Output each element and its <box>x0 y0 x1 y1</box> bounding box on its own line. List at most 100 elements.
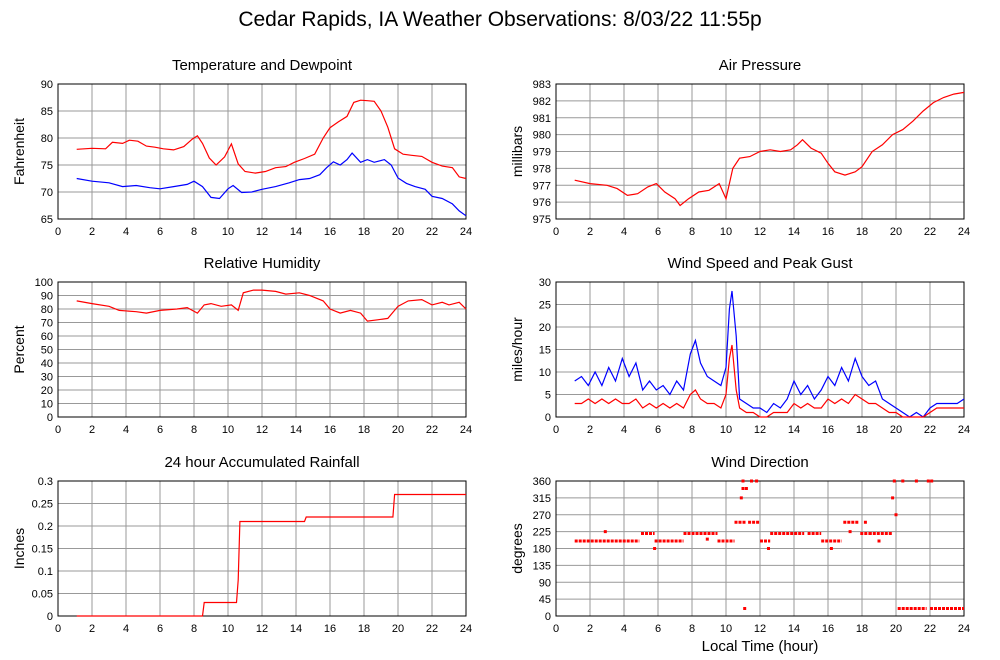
y-tick-label: 50 <box>41 345 53 357</box>
x-tick-label: 4 <box>621 226 627 238</box>
x-tick-label: 20 <box>890 623 902 635</box>
plot-frame <box>555 480 965 617</box>
x-tick-label: 16 <box>822 424 834 436</box>
chart-title: 24 hour Accumulated Rainfall <box>164 454 359 471</box>
x-tick-label: 10 <box>222 623 234 635</box>
y-tick-label: 85 <box>41 106 53 118</box>
direction-point <box>705 537 709 541</box>
direction-point <box>926 479 930 483</box>
x-tick-label: 10 <box>222 424 234 436</box>
series-line-0 <box>574 91 965 207</box>
x-tick-label: 16 <box>822 226 834 238</box>
y-tick-label: 70 <box>41 187 53 199</box>
y-tick-label: 30 <box>539 277 551 289</box>
y-tick-label: 983 <box>533 79 551 91</box>
y-tick-label: 979 <box>533 147 551 159</box>
x-tick-label: 22 <box>426 226 438 238</box>
direction-point <box>750 479 753 483</box>
y-axis-label: degrees <box>509 523 525 574</box>
x-tick-label: 4 <box>123 226 129 238</box>
x-tick-label: 16 <box>324 226 336 238</box>
x-tick-label: 2 <box>89 623 95 635</box>
x-tick-label: 24 <box>460 226 472 238</box>
y-tick-label: 90 <box>539 577 551 589</box>
y-axis-label: Fahrenheit <box>11 118 27 185</box>
x-tick-label: 10 <box>720 623 732 635</box>
y-tick-label: 80 <box>41 133 53 145</box>
x-tick-label: 18 <box>856 424 868 436</box>
y-tick-label: 0.3 <box>38 476 53 488</box>
y-tick-label: 90 <box>41 291 53 303</box>
series-line-0 <box>76 289 467 322</box>
x-tick-label: 12 <box>754 424 766 436</box>
chart-panel-direction: 0 2 4 6 8 10 12 14 16 18 20 22 240459013518022527031… <box>509 454 970 635</box>
y-tick-label: 65 <box>41 214 53 226</box>
x-tick-label: 18 <box>358 623 370 635</box>
x-tick-label: 14 <box>788 424 800 436</box>
x-tick-label: 6 <box>157 226 163 238</box>
series-line-0 <box>76 99 467 180</box>
y-tick-label: 10 <box>41 399 53 411</box>
series-line-1 <box>76 152 467 217</box>
x-tick-label: 20 <box>392 424 404 436</box>
y-tick-label: 90 <box>41 79 53 91</box>
chart-title: Wind Speed and Peak Gust <box>667 255 853 272</box>
y-axis-label: Inches <box>11 528 27 569</box>
chart-panel-temp: 0 2 4 6 8 10 12 14 16 18 20 22 24657075808590Tempera… <box>11 57 472 238</box>
x-tick-label: 14 <box>290 424 302 436</box>
y-tick-label: 75 <box>41 160 53 172</box>
x-tick-label: 2 <box>89 226 95 238</box>
direction-point <box>744 487 748 490</box>
x-tick-label: 8 <box>191 226 197 238</box>
series-line-0 <box>574 290 965 418</box>
y-tick-label: 0 <box>545 412 551 424</box>
y-tick-label: 0.25 <box>32 499 53 511</box>
y-axis-label: miles/hour <box>509 317 525 382</box>
y-tick-label: 100 <box>35 277 53 289</box>
x-tick-label: 4 <box>621 623 627 635</box>
x-tick-label: 8 <box>689 623 695 635</box>
direction-point <box>892 479 896 483</box>
y-tick-label: 10 <box>539 367 551 379</box>
x-tick-label: 8 <box>191 623 197 635</box>
x-tick-label: 20 <box>392 623 404 635</box>
x-tick-label: 18 <box>358 226 370 238</box>
x-tick-label: 0 <box>55 623 61 635</box>
y-tick-label: 315 <box>533 493 551 505</box>
chart-panel-pressure: 0 2 4 6 8 10 12 14 16 18 20 22 249759769779789799809… <box>509 57 970 238</box>
y-tick-label: 0 <box>47 611 53 623</box>
direction-point <box>603 530 607 534</box>
y-tick-label: 20 <box>539 322 551 334</box>
direction-point <box>741 487 745 490</box>
x-tick-label: 22 <box>426 424 438 436</box>
direction-point <box>914 479 918 483</box>
direction-point <box>829 547 833 550</box>
y-tick-label: 135 <box>533 560 551 572</box>
chart-panel-rain: 0 2 4 6 8 10 12 14 16 18 20 22 2400.050.10.150.20.25… <box>11 454 472 635</box>
x-tick-label: 22 <box>924 424 936 436</box>
chart-title: Relative Humidity <box>204 255 321 272</box>
y-tick-label: 0 <box>47 412 53 424</box>
x-tick-label: 6 <box>655 623 661 635</box>
x-axis-label: Local Time (hour) <box>702 638 819 655</box>
plot-frame <box>555 83 965 220</box>
direction-point <box>891 496 895 500</box>
y-tick-label: 976 <box>533 197 551 209</box>
x-tick-label: 24 <box>958 226 970 238</box>
y-tick-label: 30 <box>41 372 53 384</box>
x-tick-label: 12 <box>256 623 268 635</box>
plot-frame <box>57 83 467 220</box>
x-tick-label: 4 <box>123 424 129 436</box>
direction-point <box>930 479 934 483</box>
x-tick-label: 14 <box>290 623 302 635</box>
x-tick-label: 0 <box>553 424 559 436</box>
x-tick-label: 6 <box>157 424 163 436</box>
x-tick-label: 24 <box>958 424 970 436</box>
x-tick-label: 18 <box>856 226 868 238</box>
x-tick-label: 12 <box>754 226 766 238</box>
x-tick-label: 10 <box>222 226 234 238</box>
x-tick-label: 2 <box>89 424 95 436</box>
y-tick-label: 0 <box>545 611 551 623</box>
x-tick-label: 12 <box>256 226 268 238</box>
x-tick-label: 10 <box>720 424 732 436</box>
